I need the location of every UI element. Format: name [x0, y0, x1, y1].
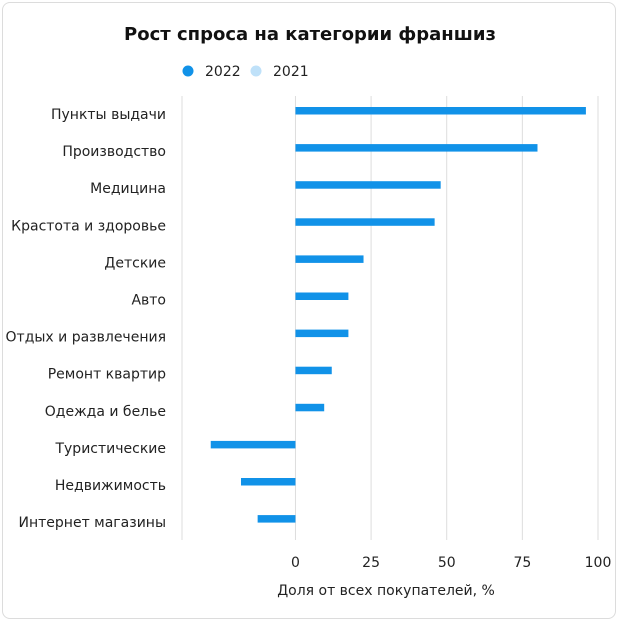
x-axis-label: Доля от всех покупателей, %	[277, 583, 495, 599]
category-label: Пункты выдачи	[51, 107, 166, 123]
bar-2022-10	[240, 478, 296, 486]
legend-label-2022: 2022	[205, 64, 241, 80]
category-label: Ремонт квартир	[48, 367, 166, 383]
category-label: Авто	[131, 293, 166, 309]
grid-lines	[181, 96, 599, 540]
category-label: Одежда и белье	[45, 404, 166, 420]
chart-title: Рост спроса на категории франшиз	[124, 24, 496, 45]
x-tick-labels: 0 25 50 75 100	[291, 555, 611, 571]
legend-label-2021: 2021	[273, 64, 309, 80]
bar-2022-11	[257, 515, 296, 523]
category-label: Производство	[62, 144, 166, 160]
category-label: Недвижимость	[55, 478, 166, 494]
category-label: Интернет магазины	[19, 515, 166, 531]
bar-2022-3	[295, 218, 435, 226]
bar-2022-4	[295, 255, 364, 263]
category-labels: Пункты выдачи Производство Медицина Крастот…	[6, 107, 167, 531]
bar-2022-2	[295, 181, 441, 189]
legend: 2022 2021	[182, 64, 309, 80]
bars	[210, 107, 586, 523]
bar-2022-9	[210, 440, 296, 449]
category-label: Отдых и развлечения	[6, 330, 166, 346]
category-label: Крастота и здоровье	[11, 218, 166, 234]
x-tick-label: 50	[438, 555, 456, 571]
x-tick-label: 100	[585, 555, 612, 571]
bar-2022-5	[295, 292, 349, 300]
bar-2022-8	[295, 403, 325, 412]
x-tick-label: 25	[362, 555, 380, 571]
bar-2022-1	[295, 144, 538, 152]
bar-2022-6	[295, 329, 349, 338]
legend-marker-2021	[250, 65, 262, 77]
bar-2022-0	[295, 107, 586, 115]
category-label: Туристические	[54, 441, 166, 457]
category-label: Детские	[104, 255, 166, 271]
category-label: Медицина	[90, 181, 166, 197]
x-tick-label: 75	[513, 555, 531, 571]
bar-2022-7	[295, 366, 332, 375]
x-tick-label: 0	[291, 555, 300, 571]
legend-marker-2022	[182, 65, 194, 77]
